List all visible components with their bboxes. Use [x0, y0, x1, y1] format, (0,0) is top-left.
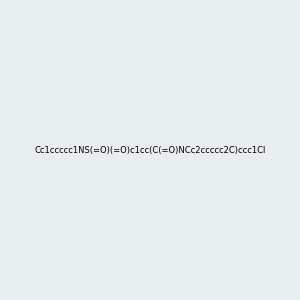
- Text: Cc1ccccc1NS(=O)(=O)c1cc(C(=O)NCc2ccccc2C)ccc1Cl: Cc1ccccc1NS(=O)(=O)c1cc(C(=O)NCc2ccccc2C…: [34, 146, 266, 154]
